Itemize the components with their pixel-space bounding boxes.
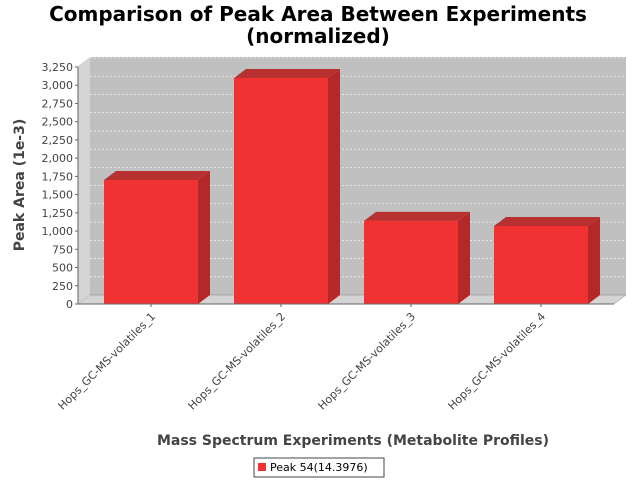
bar-side-face [588,216,600,304]
y-tick-label: 500 [52,262,73,275]
chart-title-line-1: Comparison of Peak Area Between Experime… [49,2,587,26]
y-tick-label: 2,250 [42,134,74,147]
y-tick-label: 1,500 [42,189,74,202]
x-axis: Hops_GC-MS-volatiles_1 Hops_GC-MS-volatil… [56,303,614,413]
plot-left-wall [78,57,90,304]
y-tick-label: 1,000 [42,225,74,238]
bar-front-face [104,180,198,304]
x-tick-label: Hops_GC-MS-volatiles_3 [316,310,419,413]
y-tick-label: 3,250 [42,61,74,74]
bar-4 [494,216,600,304]
y-tick-label: 2,750 [42,97,74,110]
chart-title-line-2: (normalized) [246,24,390,48]
y-tick-label: 1,750 [42,170,74,183]
y-axis: 0 250 500 750 1,000 1,250 1,500 1,750 2,000 2,250… [42,61,79,311]
bar-top-face [364,211,470,221]
legend-box [253,457,385,478]
legend-series-label: Peak 54(14.3976) [270,461,368,474]
bar-2 [234,68,340,304]
y-tick-label: 2,000 [42,152,74,165]
bar-front-face [494,225,588,304]
bar-top-face [234,68,340,78]
bar-side-face [198,171,210,304]
bar-front-face [364,220,458,304]
x-tick-label: Hops_GC-MS-volatiles_2 [186,310,289,413]
bars-group [104,68,600,304]
bar-side-face [458,211,470,304]
x-axis-label: Mass Spectrum Experiments (Metabolite Pr… [157,433,549,449]
y-tick-label: 1,250 [42,207,74,220]
bar-front-face [234,77,328,304]
y-tick-label: 3,000 [42,79,74,92]
plot-back-wall [90,57,626,295]
bar-top-face [104,171,210,181]
legend-swatch [258,463,266,471]
x-tick-label: Hops_GC-MS-volatiles_1 [56,310,159,413]
y-tick-label: 250 [52,280,73,293]
y-tick-label: 2,500 [42,116,74,129]
y-tick-label: 0 [66,298,73,311]
y-axis-label: Peak Area (1e-3) [12,119,28,252]
bar-1 [104,171,210,304]
legend: Peak 54(14.3976) [253,457,385,478]
bar-top-face [494,216,600,226]
x-tick-label: Hops_GC-MS-volatiles_4 [446,310,549,413]
bar-side-face [328,68,340,304]
bar-3 [364,211,470,304]
y-tick-label: 750 [52,243,73,256]
